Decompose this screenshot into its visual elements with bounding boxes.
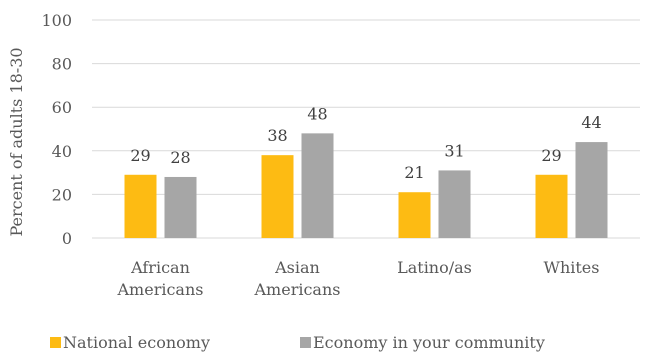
bar-0-2 — [398, 192, 431, 238]
legend-label-1: Economy in your community — [313, 333, 545, 352]
legend: National economy Economy in your communit… — [50, 333, 545, 352]
y-tick-label-20: 20 — [52, 185, 72, 204]
y-tick-label-0: 0 — [62, 229, 72, 248]
category-label-2-0: Latino/as — [397, 258, 472, 277]
y-axis-ticks: 0 20 40 60 80 100 — [41, 11, 72, 248]
bar-1-0 — [164, 176, 197, 238]
y-tick-label-60: 60 — [52, 98, 72, 117]
category-labels: African Americans Asian Americans Latino/as W… — [117, 258, 600, 299]
y-tick-label-80: 80 — [52, 55, 72, 74]
data-label-0-3: 29 — [541, 146, 561, 165]
category-label-0-1: Americans — [117, 280, 204, 299]
legend-swatch-0 — [50, 337, 61, 348]
category-label-1-1: Americans — [254, 280, 341, 299]
y-axis-title: Percent of adults 18-30 — [7, 47, 26, 236]
data-label-1-2: 31 — [444, 141, 464, 160]
data-label-0-0: 29 — [130, 146, 150, 165]
legend-label-0: National economy — [63, 333, 210, 352]
y-tick-label-40: 40 — [52, 142, 72, 161]
category-label-1-0: Asian — [274, 258, 320, 277]
bar-0-1 — [261, 155, 294, 238]
legend-swatch-1 — [300, 337, 311, 348]
bar-1-1 — [301, 133, 334, 238]
category-label-3-0: Whites — [544, 258, 600, 277]
data-label-1-3: 44 — [581, 113, 601, 132]
bar-0-0 — [124, 174, 157, 238]
data-label-0-2: 21 — [404, 163, 424, 182]
data-label-0-1: 38 — [267, 126, 287, 145]
data-label-1-1: 48 — [307, 104, 327, 123]
bar-0-3 — [535, 174, 568, 238]
bars — [124, 133, 608, 238]
category-label-0-0: African — [130, 258, 190, 277]
data-labels: 29 28 38 48 21 31 29 44 — [130, 104, 601, 182]
data-label-1-0: 28 — [170, 148, 190, 167]
y-tick-label-100: 100 — [41, 11, 72, 30]
bar-1-3 — [575, 142, 608, 238]
bar-1-2 — [438, 170, 471, 238]
